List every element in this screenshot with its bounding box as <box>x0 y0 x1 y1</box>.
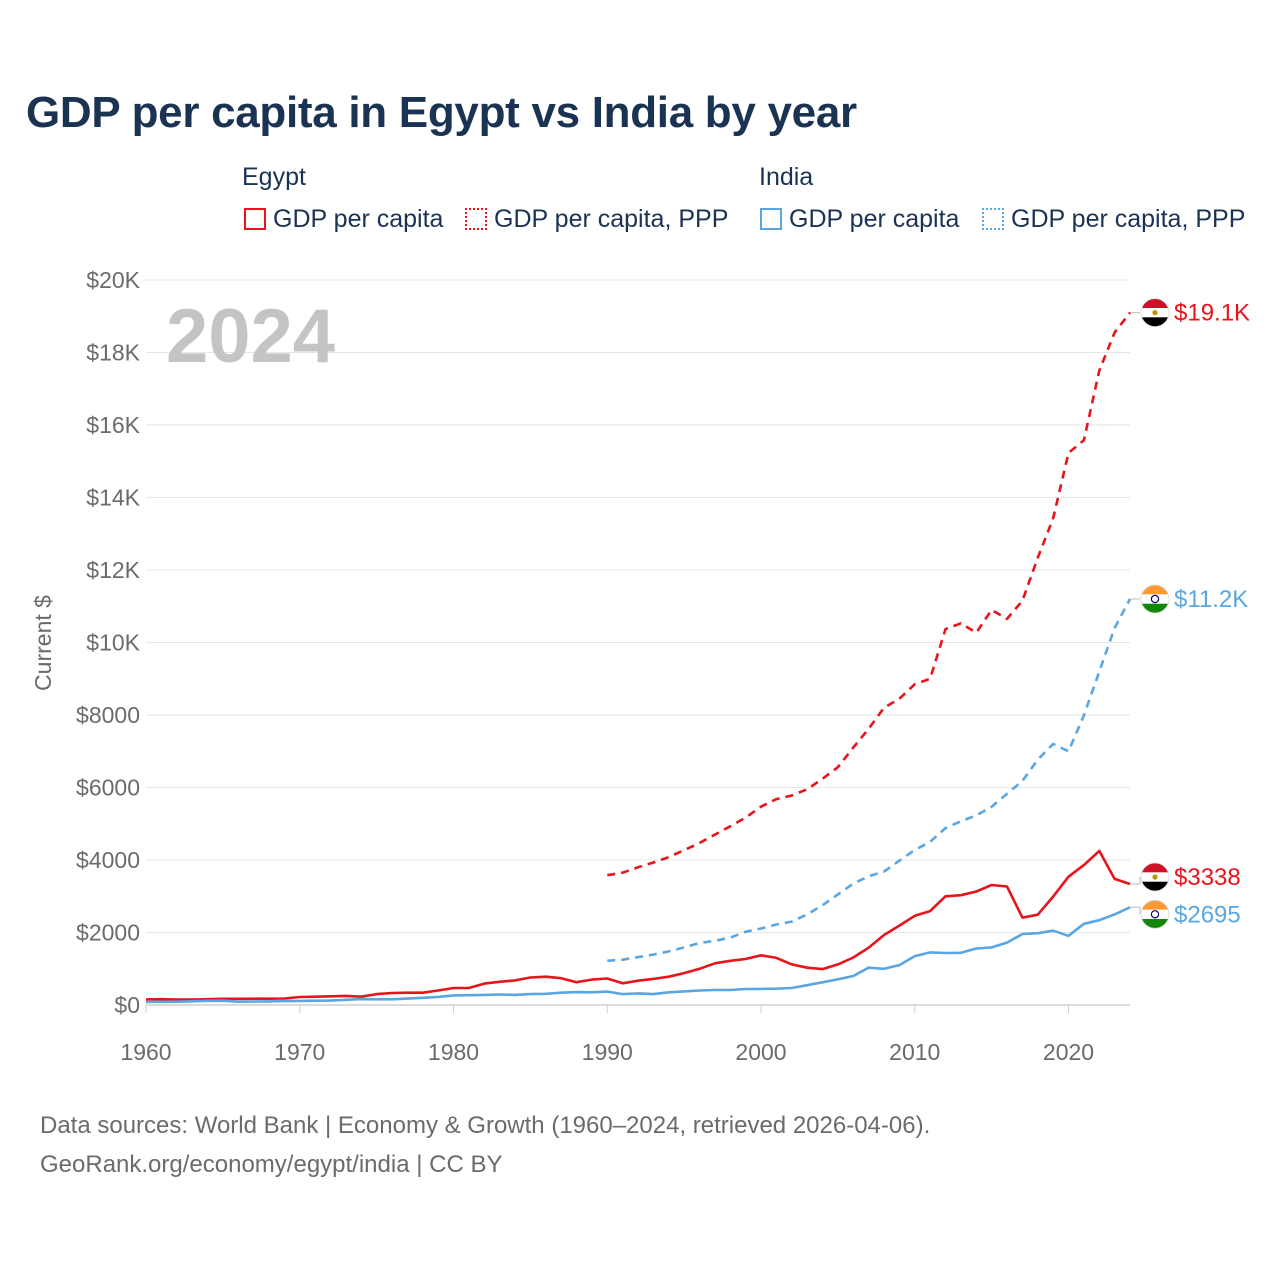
source-line-1: Data sources: World Bank | Economy & Gro… <box>40 1112 931 1139</box>
legend-egypt-gdp[interactable]: GDP per capita <box>244 204 443 234</box>
legend-label-india-gdp-ppp: GDP per capita, PPP <box>1011 204 1246 233</box>
x-tick-label: 2000 <box>735 1039 786 1065</box>
y-tick-label: $14K <box>86 485 140 511</box>
legend-swatch-egypt-solid <box>244 208 266 230</box>
series-line-3[interactable] <box>607 598 1132 963</box>
y-tick-label: $12K <box>86 557 140 583</box>
end-value-label: $19.1K <box>1174 300 1250 327</box>
x-tick-label: 2020 <box>1043 1039 1094 1065</box>
x-tick-label: 1980 <box>428 1039 479 1065</box>
egypt-flag-icon <box>1140 298 1170 328</box>
legend-label-egypt-gdp: GDP per capita <box>273 204 444 233</box>
source-line-2[interactable]: GeoRank.org/economy/egypt/india | CC BY <box>40 1151 503 1178</box>
legend-swatch-india-solid <box>760 208 782 230</box>
end-value-label: $3338 <box>1174 864 1241 891</box>
legend-group-egypt: Egypt <box>242 163 306 191</box>
source-note: Data sources: World Bank | Economy & Gro… <box>40 1106 930 1184</box>
legend-egypt-gdp-ppp[interactable]: GDP per capita, PPP <box>465 204 728 234</box>
end-value-label: $2695 <box>1174 901 1241 928</box>
legend-swatch-india-dotted <box>982 208 1004 230</box>
y-tick-label: $16K <box>86 412 140 438</box>
y-tick-label: $20K <box>86 267 140 293</box>
legend-india-gdp-ppp[interactable]: GDP per capita, PPP <box>982 204 1245 234</box>
x-tick-label: 2010 <box>889 1039 940 1065</box>
india-flag-icon <box>1140 584 1170 614</box>
year-watermark: 2024 <box>166 294 335 379</box>
y-tick-label: $10K <box>86 630 140 656</box>
series-line-2[interactable] <box>145 906 1131 1004</box>
y-tick-label: $18K <box>86 340 140 366</box>
x-tick-label: 1960 <box>120 1039 171 1065</box>
end-connector <box>1130 906 1141 915</box>
legend-label-egypt-gdp-ppp: GDP per capita, PPP <box>494 204 729 233</box>
legend-swatch-egypt-dotted <box>465 208 487 230</box>
y-axis-title: Current $ <box>30 595 56 691</box>
x-tick-label: 1970 <box>274 1039 325 1065</box>
egypt-flag-icon <box>1140 862 1170 892</box>
y-tick-label: $8000 <box>76 702 140 728</box>
y-tick-label: $0 <box>114 992 140 1018</box>
legend-india-gdp[interactable]: GDP per capita <box>760 204 959 234</box>
legend-group-india: India <box>759 163 814 191</box>
series-line-1[interactable] <box>607 311 1132 877</box>
y-tick-label: $6000 <box>76 775 140 801</box>
india-flag-icon <box>1140 899 1170 929</box>
end-value-label: $11.2K <box>1174 586 1248 613</box>
y-tick-label: $4000 <box>76 847 140 873</box>
end-connector <box>1130 876 1141 885</box>
x-tick-label: 1990 <box>582 1039 633 1065</box>
y-tick-label: $2000 <box>76 920 140 946</box>
series-line-0[interactable] <box>145 849 1131 1001</box>
legend-label-india-gdp: GDP per capita <box>789 204 960 233</box>
chart-title: GDP per capita in Egypt vs India by year <box>26 88 857 137</box>
